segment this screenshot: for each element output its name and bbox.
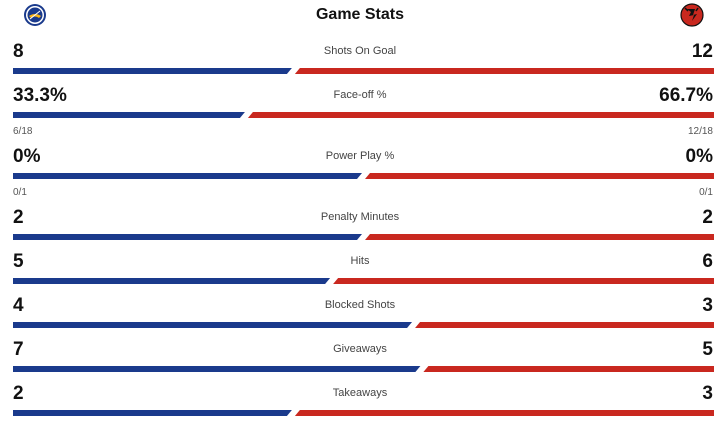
stat-label: Takeaways [332, 387, 388, 399]
away-bar-segment [13, 322, 413, 328]
away-value: 4 [13, 295, 24, 316]
comparison-bar [13, 234, 714, 240]
home-bar-segment [365, 234, 714, 240]
away-bar-segment [13, 68, 292, 74]
sabres-logo-icon [24, 4, 46, 26]
stat-label: Giveaways [333, 343, 387, 355]
away-detail: 6/18 [13, 126, 33, 137]
away-value: 0% [13, 146, 41, 167]
home-bar-segment [423, 366, 714, 372]
comparison-bar [13, 68, 714, 74]
away-value: 8 [13, 41, 24, 62]
home-bar-segment [415, 322, 714, 328]
away-bar-segment [13, 278, 331, 284]
away-value: 2 [13, 383, 24, 404]
stat-label: Power Play % [325, 150, 395, 162]
home-detail: 12/18 [687, 126, 713, 137]
comparison-bar [13, 112, 714, 118]
stat-label: Hits [350, 255, 370, 267]
home-value: 12 [691, 41, 713, 62]
page-title: Game Stats [315, 6, 405, 23]
comparison-bar [13, 278, 714, 284]
away-value: 5 [13, 251, 24, 272]
comparison-bar [13, 410, 714, 416]
home-value: 0% [685, 146, 713, 167]
comparison-bar [13, 366, 714, 372]
home-bar-segment [247, 112, 714, 118]
away-bar-segment [13, 234, 362, 240]
home-bar-segment [365, 173, 714, 179]
home-value: 2 [702, 207, 713, 228]
away-bar-segment [13, 173, 362, 179]
stat-label: Penalty Minutes [320, 211, 400, 223]
comparison-bar [13, 322, 714, 328]
away-bar-segment [13, 366, 421, 372]
comparison-bar [13, 173, 714, 179]
stat-label: Face-off % [333, 89, 387, 101]
home-value: 6 [702, 251, 713, 272]
away-bar-segment [13, 112, 245, 118]
away-bar-segment [13, 410, 292, 416]
away-detail: 0/1 [13, 187, 27, 198]
home-value: 66.7% [659, 85, 713, 106]
away-value: 7 [13, 339, 24, 360]
home-bar-segment [294, 68, 714, 74]
game-stats-header: Game Stats [0, 0, 720, 32]
home-bar-segment [294, 410, 714, 416]
home-value: 3 [702, 295, 713, 316]
away-value: 33.3% [13, 85, 67, 106]
devils-logo-icon [680, 3, 704, 27]
home-value: 3 [702, 383, 713, 404]
stat-label: Shots On Goal [323, 45, 397, 57]
home-detail: 0/1 [699, 187, 713, 198]
home-bar-segment [333, 278, 714, 284]
home-value: 5 [702, 339, 713, 360]
away-value: 2 [13, 207, 24, 228]
stat-label: Blocked Shots [324, 299, 396, 311]
